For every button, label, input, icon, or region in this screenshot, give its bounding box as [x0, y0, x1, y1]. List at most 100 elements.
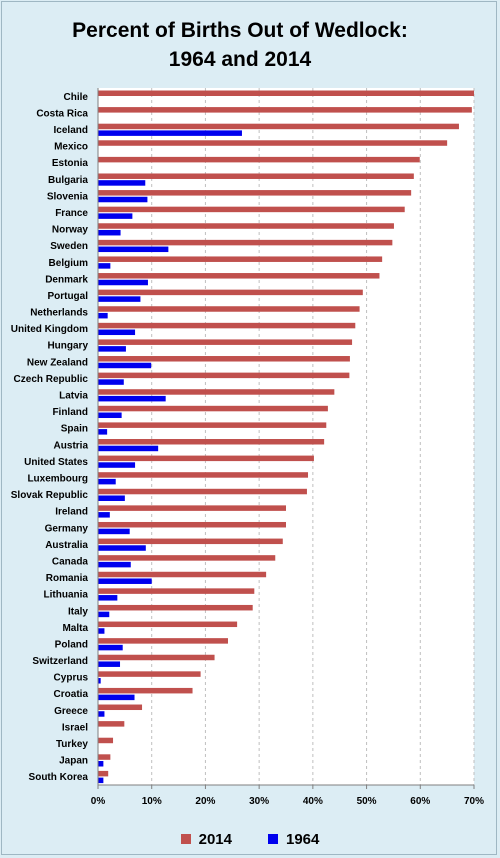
bar-2014-greece	[98, 704, 143, 711]
bar-2014-spain	[98, 422, 327, 428]
bar-2014-czech-republic	[98, 372, 350, 379]
bar-1964-norway	[98, 229, 121, 236]
category-label-estonia: Estonia	[52, 158, 89, 169]
category-label-luxembourg: Luxembourg	[27, 473, 88, 484]
bar-1964-iceland	[98, 130, 242, 136]
bar-1964-denmark	[98, 279, 148, 286]
bar-1964-japan	[98, 761, 104, 767]
bar-2014-romania	[98, 571, 267, 578]
category-label-malta: Malta	[62, 623, 88, 634]
bar-2014-finland	[98, 405, 328, 412]
x-tick-label-60: 60%	[410, 796, 430, 807]
bar-1964-sweden	[98, 246, 169, 253]
category-label-germany: Germany	[45, 523, 89, 534]
plot-area	[98, 88, 474, 785]
bar-2014-italy	[98, 604, 253, 611]
category-label-hungary: Hungary	[47, 341, 88, 352]
legend-label-2014: 2014	[198, 830, 232, 848]
category-label-sweden: Sweden	[50, 241, 88, 252]
category-label-switzerland: Switzerland	[32, 656, 88, 667]
category-label-spain: Spain	[61, 424, 88, 435]
bar-2014-australia	[98, 538, 283, 545]
legend: 2014 1964	[0, 828, 500, 850]
bar-2014-norway	[98, 223, 394, 229]
bar-2014-belgium	[98, 256, 383, 262]
category-label-croatia: Croatia	[54, 689, 89, 700]
category-label-australia: Australia	[45, 540, 88, 551]
bar-1964-united-kingdom	[98, 329, 136, 336]
category-label-poland: Poland	[55, 639, 88, 650]
category-label-portugal: Portugal	[47, 291, 88, 302]
bar-2014-mexico	[98, 140, 448, 146]
bar-2014-ireland	[98, 505, 286, 511]
bar-1964-bulgaria	[98, 180, 146, 186]
category-label-canada: Canada	[52, 556, 89, 567]
bar-2014-chile	[98, 90, 474, 96]
bar-2014-new-zealand	[98, 356, 350, 362]
category-label-united-kingdom: United Kingdom	[11, 324, 88, 335]
bar-2014-croatia	[98, 687, 193, 694]
bar-2014-cyprus	[98, 671, 201, 677]
bar-2014-malta	[98, 621, 238, 628]
legend-label-1964: 1964	[286, 830, 320, 848]
bar-2014-united-states	[98, 455, 314, 462]
x-tick-label-30: 30%	[249, 796, 269, 807]
bar-1964-switzerland	[98, 661, 121, 667]
bar-2014-united-kingdom	[98, 322, 356, 329]
category-label-finland: Finland	[52, 407, 88, 418]
bar-2014-luxembourg	[98, 472, 309, 478]
category-label-turkey: Turkey	[56, 739, 88, 750]
bar-1964-netherlands	[98, 312, 108, 319]
bar-1964-luxembourg	[98, 478, 116, 485]
category-label-austria: Austria	[54, 440, 89, 451]
bar-1964-malta	[98, 628, 105, 634]
bar-2014-france	[98, 206, 405, 213]
bar-1964-belgium	[98, 263, 111, 269]
x-tick-label-40: 40%	[303, 796, 323, 807]
category-label-ireland: Ireland	[55, 507, 88, 518]
bar-2014-iceland	[98, 123, 459, 130]
bar-2014-poland	[98, 638, 228, 644]
bar-1964-ireland	[98, 512, 110, 518]
bar-1964-czech-republic	[98, 379, 124, 385]
bar-1964-portugal	[98, 296, 141, 302]
category-label-belgium: Belgium	[49, 258, 89, 269]
bar-2014-south-korea	[98, 770, 109, 777]
chart-title: Percent of Births Out of Wedlock: 1964 a…	[0, 16, 480, 74]
bar-2014-israel	[98, 721, 125, 727]
bar-1964-canada	[98, 561, 131, 568]
bar-1964-spain	[98, 429, 108, 435]
category-label-france: France	[55, 208, 88, 219]
category-label-bulgaria: Bulgaria	[48, 175, 88, 186]
x-tick-label-20: 20%	[195, 796, 215, 807]
category-label-mexico: Mexico	[54, 142, 88, 153]
bar-1964-croatia	[98, 694, 135, 701]
category-label-lithuania: Lithuania	[44, 590, 89, 601]
category-label-norway: Norway	[52, 225, 89, 236]
category-label-costa-rica: Costa Rica	[36, 108, 88, 119]
bar-2014-canada	[98, 555, 276, 561]
bar-2014-sweden	[98, 239, 393, 246]
category-label-netherlands: Netherlands	[30, 308, 88, 319]
bar-1964-united-states	[98, 462, 136, 468]
bar-2014-bulgaria	[98, 173, 414, 179]
bar-1964-hungary	[98, 346, 126, 352]
bar-2014-austria	[98, 439, 325, 445]
bar-1964-australia	[98, 545, 146, 551]
title-line-1: Percent of Births Out of Wedlock:	[72, 19, 408, 42]
category-label-italy: Italy	[68, 606, 88, 617]
category-label-slovak-republic: Slovak Republic	[11, 490, 89, 501]
bar-1964-south-korea	[98, 777, 104, 784]
bar-2014-japan	[98, 754, 111, 760]
bar-1964-italy	[98, 611, 110, 618]
category-label-new-zealand: New Zealand	[27, 357, 88, 368]
category-label-united-states: United States	[24, 457, 88, 468]
bar-2014-lithuania	[98, 588, 255, 594]
bar-1964-romania	[98, 578, 152, 584]
bar-2014-switzerland	[98, 654, 215, 661]
legend-item-1964: 1964	[268, 831, 319, 848]
bar-2014-slovak-republic	[98, 488, 307, 495]
category-label-israel: Israel	[62, 722, 88, 733]
category-label-latvia: Latvia	[59, 391, 88, 402]
